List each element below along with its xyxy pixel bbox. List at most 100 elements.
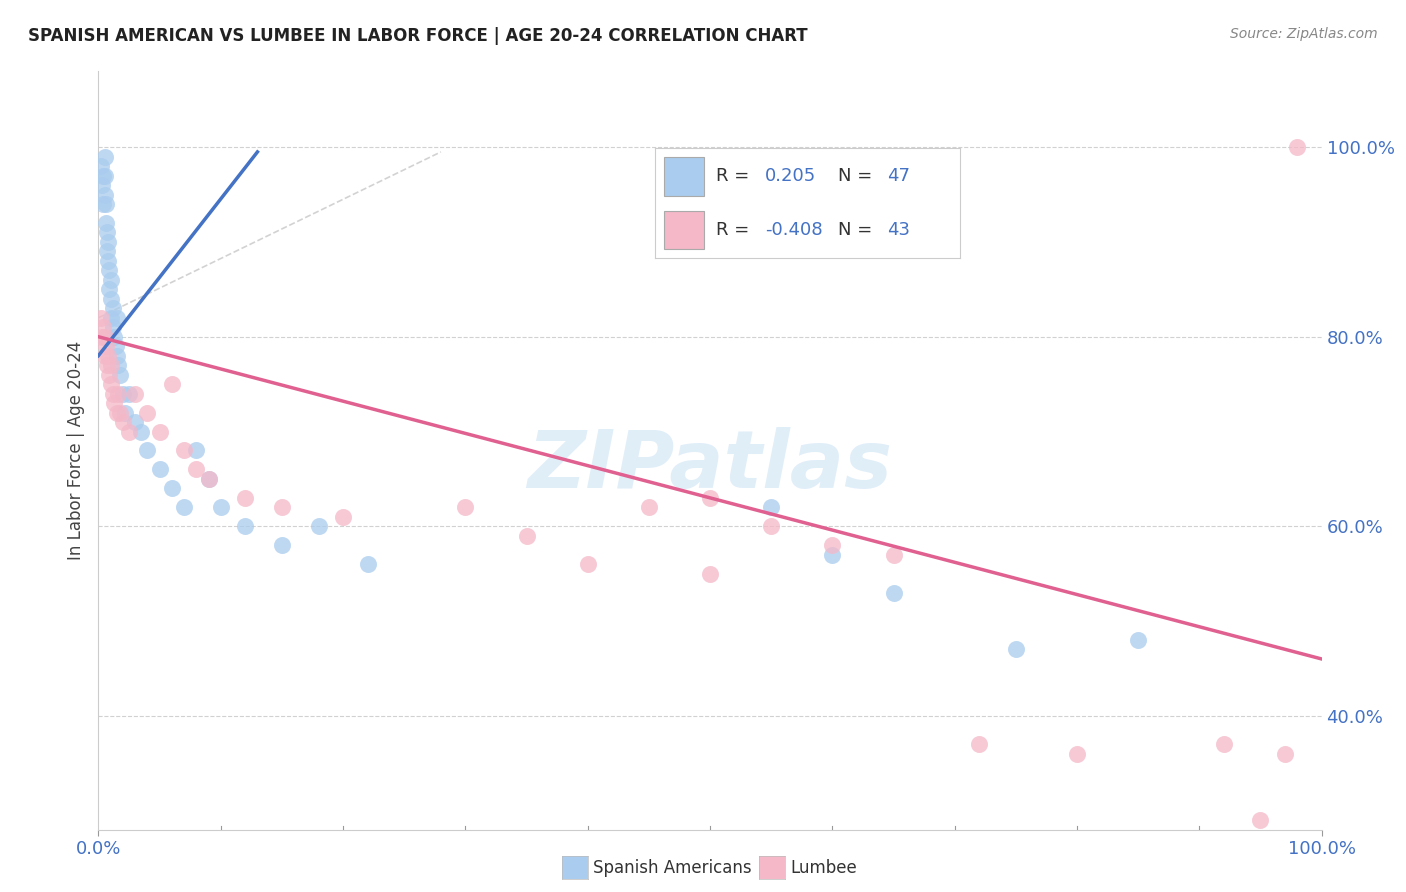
Point	[93, 150, 115, 164]
Point	[1128, 633, 1150, 648]
Point	[761, 500, 783, 515]
Point	[699, 491, 721, 505]
Text: N =: N =	[838, 221, 879, 239]
Point	[1066, 747, 1088, 761]
Point	[129, 425, 152, 439]
Point	[136, 443, 159, 458]
Point	[93, 169, 115, 183]
Point	[98, 263, 121, 277]
Point	[91, 178, 114, 193]
Point	[160, 377, 183, 392]
Point	[356, 557, 378, 572]
Text: R =: R =	[716, 168, 755, 186]
Point	[233, 519, 256, 533]
Point	[110, 368, 132, 382]
Point	[233, 491, 256, 505]
Point	[1249, 813, 1271, 827]
Point	[100, 358, 122, 372]
Text: Source: ZipAtlas.com: Source: ZipAtlas.com	[1230, 27, 1378, 41]
Point	[101, 386, 124, 401]
Point	[90, 310, 112, 325]
Point	[91, 320, 114, 334]
Point	[91, 330, 114, 344]
Point	[186, 443, 208, 458]
Point	[96, 244, 118, 259]
Point	[105, 310, 128, 325]
Text: 47: 47	[887, 168, 910, 186]
Point	[270, 538, 294, 552]
Point	[149, 462, 172, 476]
Point	[103, 330, 125, 344]
Point	[124, 386, 146, 401]
Point	[118, 425, 141, 439]
Point	[114, 406, 136, 420]
Point	[96, 226, 118, 240]
Point	[94, 197, 117, 211]
Point	[821, 548, 844, 562]
Point	[1274, 747, 1296, 761]
FancyBboxPatch shape	[665, 157, 704, 195]
Point	[110, 406, 132, 420]
Point	[454, 500, 477, 515]
Point	[111, 386, 134, 401]
Point	[101, 301, 124, 316]
Point	[100, 377, 122, 392]
Point	[967, 737, 990, 751]
FancyBboxPatch shape	[665, 211, 704, 250]
Point	[91, 197, 114, 211]
Point	[637, 500, 661, 515]
Point	[107, 358, 129, 372]
Point	[93, 330, 115, 344]
Point	[111, 415, 134, 429]
Text: 43: 43	[887, 221, 910, 239]
Text: Lumbee: Lumbee	[790, 859, 856, 877]
Text: ZIPatlas: ZIPatlas	[527, 426, 893, 505]
Point	[515, 529, 537, 543]
Point	[576, 557, 599, 572]
Point	[197, 472, 219, 486]
Point	[173, 443, 195, 458]
Point	[124, 415, 146, 429]
Point	[105, 349, 128, 363]
Point	[93, 349, 115, 363]
Point	[332, 509, 354, 524]
Point	[883, 585, 905, 599]
Point	[96, 358, 118, 372]
Point	[100, 273, 122, 287]
Point	[94, 216, 117, 230]
Point	[197, 472, 219, 486]
Y-axis label: In Labor Force | Age 20-24: In Labor Force | Age 20-24	[66, 341, 84, 560]
Point	[100, 292, 122, 306]
Text: N =: N =	[838, 168, 879, 186]
Point	[699, 566, 721, 581]
Point	[1212, 737, 1234, 751]
Point	[173, 500, 195, 515]
Point	[100, 310, 122, 325]
Point	[101, 320, 124, 334]
Text: Spanish Americans: Spanish Americans	[593, 859, 752, 877]
Point	[118, 386, 141, 401]
Point	[93, 187, 115, 202]
Text: -0.408: -0.408	[765, 221, 823, 239]
Point	[94, 339, 117, 353]
Point	[97, 349, 120, 363]
Point	[149, 425, 172, 439]
Point	[97, 235, 120, 249]
Point	[103, 396, 125, 410]
Point	[1004, 642, 1026, 657]
Point	[91, 169, 114, 183]
Point	[270, 500, 294, 515]
Point	[821, 538, 844, 552]
Point	[209, 500, 232, 515]
Text: R =: R =	[716, 221, 755, 239]
Point	[761, 519, 783, 533]
Point	[1286, 140, 1309, 154]
Point	[97, 254, 120, 268]
Point	[883, 548, 905, 562]
Point	[105, 406, 128, 420]
Point	[107, 386, 129, 401]
Point	[186, 462, 208, 476]
Point	[104, 339, 127, 353]
Point	[98, 282, 121, 296]
Point	[308, 519, 330, 533]
